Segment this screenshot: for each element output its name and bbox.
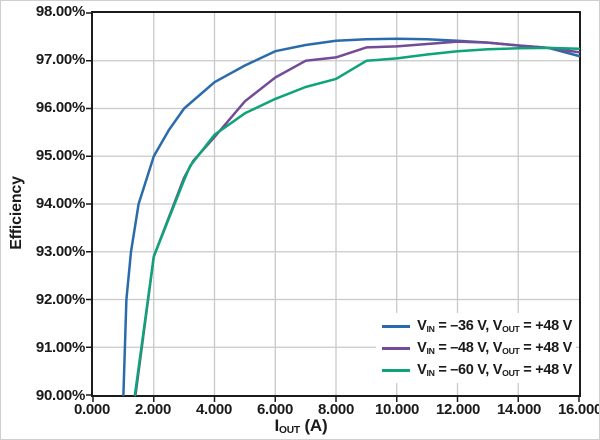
x-tick-label: 12.000 [435,401,481,418]
legend: VIN = –36 V, VOUT = +48 V VIN = –48 V, V… [376,313,576,383]
x-tick-label: 0.000 [73,401,111,418]
legend-label: VIN = –60 V, VOUT = +48 V [417,362,572,378]
x-tick-label: 16.000 [557,401,600,418]
x-tick-label: 6.000 [256,401,294,418]
x-tick-label: 10.000 [374,401,420,418]
y-tick-label: 98.00% [35,3,85,20]
y-tick-label: 95.00% [35,147,85,164]
legend-label: VIN = –36 V, VOUT = +48 V [417,318,572,334]
legend-line-swatch [382,324,411,328]
series-line-2 [133,46,581,397]
y-tick-label: 90.00% [35,387,85,404]
y-tick-label: 94.00% [35,195,85,212]
y-tick-label: 92.00% [35,291,85,308]
x-axis-title: IOUT (A) [274,416,328,437]
y-tick-label: 93.00% [35,243,85,260]
y-tick-label: 97.00% [35,51,85,68]
x-tick-label: 8.000 [317,401,355,418]
legend-line-swatch [382,346,411,350]
plot-area: VIN = –36 V, VOUT = +48 V VIN = –48 V, V… [86,11,581,402]
y-tick-label: 96.00% [35,99,85,116]
y-axis-title: Efficiency [8,176,25,250]
legend-label: VIN = –48 V, VOUT = +48 V [417,340,572,356]
x-tick-label: 4.000 [195,401,233,418]
legend-item-vin-48: VIN = –48 V, VOUT = +48 V [382,337,572,359]
y-tick-label: 91.00% [35,339,85,356]
legend-line-swatch [382,368,411,372]
x-tick-label: 2.000 [134,401,172,418]
legend-item-vin-36: VIN = –36 V, VOUT = +48 V [382,315,572,337]
x-tick-label: 14.000 [496,401,542,418]
legend-item-vin-60: VIN = –60 V, VOUT = +48 V [382,359,572,381]
